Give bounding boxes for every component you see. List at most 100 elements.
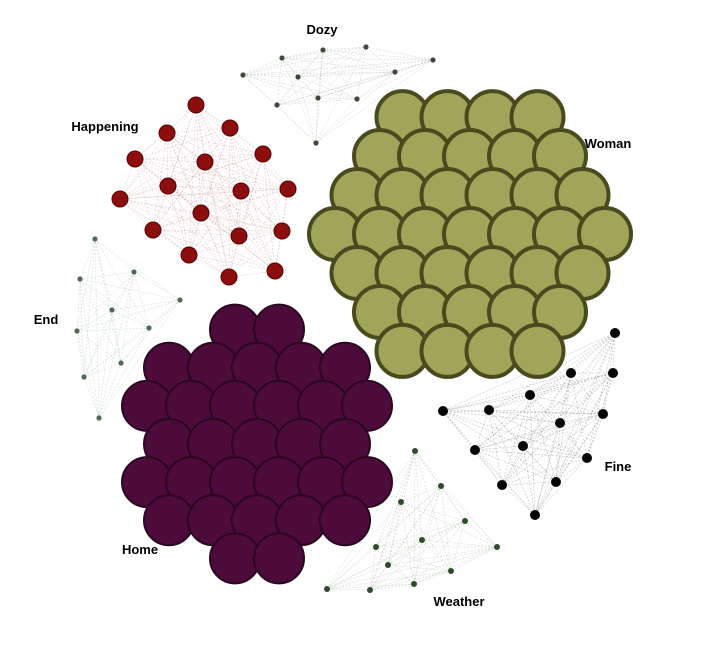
edge	[317, 97, 358, 100]
edge	[555, 372, 614, 483]
node-happening	[220, 268, 238, 286]
edge	[421, 539, 498, 548]
edge	[111, 299, 181, 311]
edge	[474, 409, 490, 451]
edge	[326, 546, 377, 590]
edge	[111, 309, 150, 329]
edge	[369, 546, 498, 591]
node-dozy	[430, 57, 436, 63]
edge	[488, 409, 536, 516]
edge	[612, 332, 616, 374]
edge	[413, 546, 498, 585]
edge	[281, 49, 324, 59]
node-dozy	[279, 55, 285, 61]
edge	[281, 57, 319, 99]
edge	[240, 190, 276, 272]
edge	[387, 564, 452, 572]
node-happening	[230, 227, 248, 245]
edge	[297, 76, 319, 99]
edge	[440, 485, 452, 572]
edge	[555, 457, 588, 483]
edge	[76, 309, 113, 332]
edge	[134, 158, 154, 231]
node-end	[131, 269, 137, 275]
edge	[400, 450, 416, 503]
edge	[375, 546, 415, 585]
node-dozy	[320, 47, 326, 53]
node-dozy	[240, 72, 246, 78]
edge	[400, 485, 442, 503]
edge	[195, 104, 289, 190]
edge	[326, 564, 389, 590]
edge	[450, 520, 466, 572]
edge	[501, 332, 616, 486]
edge	[228, 188, 289, 278]
label-woman: Woman	[585, 136, 632, 151]
edge	[322, 49, 434, 61]
edge	[488, 409, 503, 486]
edge	[369, 583, 415, 591]
node-end	[118, 360, 124, 366]
edge	[474, 449, 503, 486]
edge	[276, 98, 358, 106]
edge	[242, 57, 283, 76]
edge	[119, 198, 202, 214]
edge	[522, 445, 588, 459]
node-fine	[438, 406, 448, 416]
edge	[276, 46, 367, 106]
node-weather	[398, 499, 404, 505]
edge	[501, 484, 536, 516]
edge	[281, 57, 317, 144]
edge	[134, 158, 242, 192]
edge	[195, 104, 240, 237]
node-fine	[525, 390, 535, 400]
edge	[365, 46, 434, 61]
edge	[529, 332, 616, 396]
edge	[522, 372, 614, 447]
edge	[166, 132, 289, 190]
node-weather	[419, 537, 425, 543]
edge	[200, 161, 206, 214]
node-end	[92, 236, 98, 242]
nodes-end	[74, 236, 183, 421]
edge	[242, 71, 396, 76]
edge	[83, 309, 113, 378]
node-weather	[324, 586, 330, 592]
edge	[204, 161, 240, 237]
edge	[474, 445, 524, 451]
edge	[152, 153, 264, 231]
node-end	[96, 415, 102, 421]
edge	[413, 539, 423, 585]
edge	[450, 546, 498, 572]
edge	[120, 327, 150, 364]
edge	[534, 332, 616, 516]
edge	[488, 409, 561, 424]
edge	[152, 188, 289, 231]
edge	[400, 501, 452, 572]
edge	[83, 327, 150, 378]
edge	[94, 238, 181, 301]
edge	[76, 299, 181, 332]
node-fine	[608, 368, 618, 378]
edge	[555, 332, 616, 483]
edge	[94, 238, 122, 364]
edge	[474, 449, 536, 516]
node-weather	[385, 562, 391, 568]
edge	[119, 198, 230, 278]
edge	[166, 132, 264, 155]
edge	[529, 394, 557, 483]
edge	[133, 271, 181, 301]
edge	[488, 394, 531, 411]
edge	[133, 271, 150, 329]
edge	[76, 330, 100, 419]
node-happening	[158, 124, 176, 142]
node-end	[81, 374, 87, 380]
edge	[228, 127, 231, 278]
edge	[297, 46, 367, 78]
edge	[76, 330, 122, 364]
edge	[119, 198, 283, 232]
node-fine	[530, 510, 540, 520]
edge	[387, 564, 415, 585]
edge	[79, 278, 150, 329]
edge	[167, 153, 264, 187]
